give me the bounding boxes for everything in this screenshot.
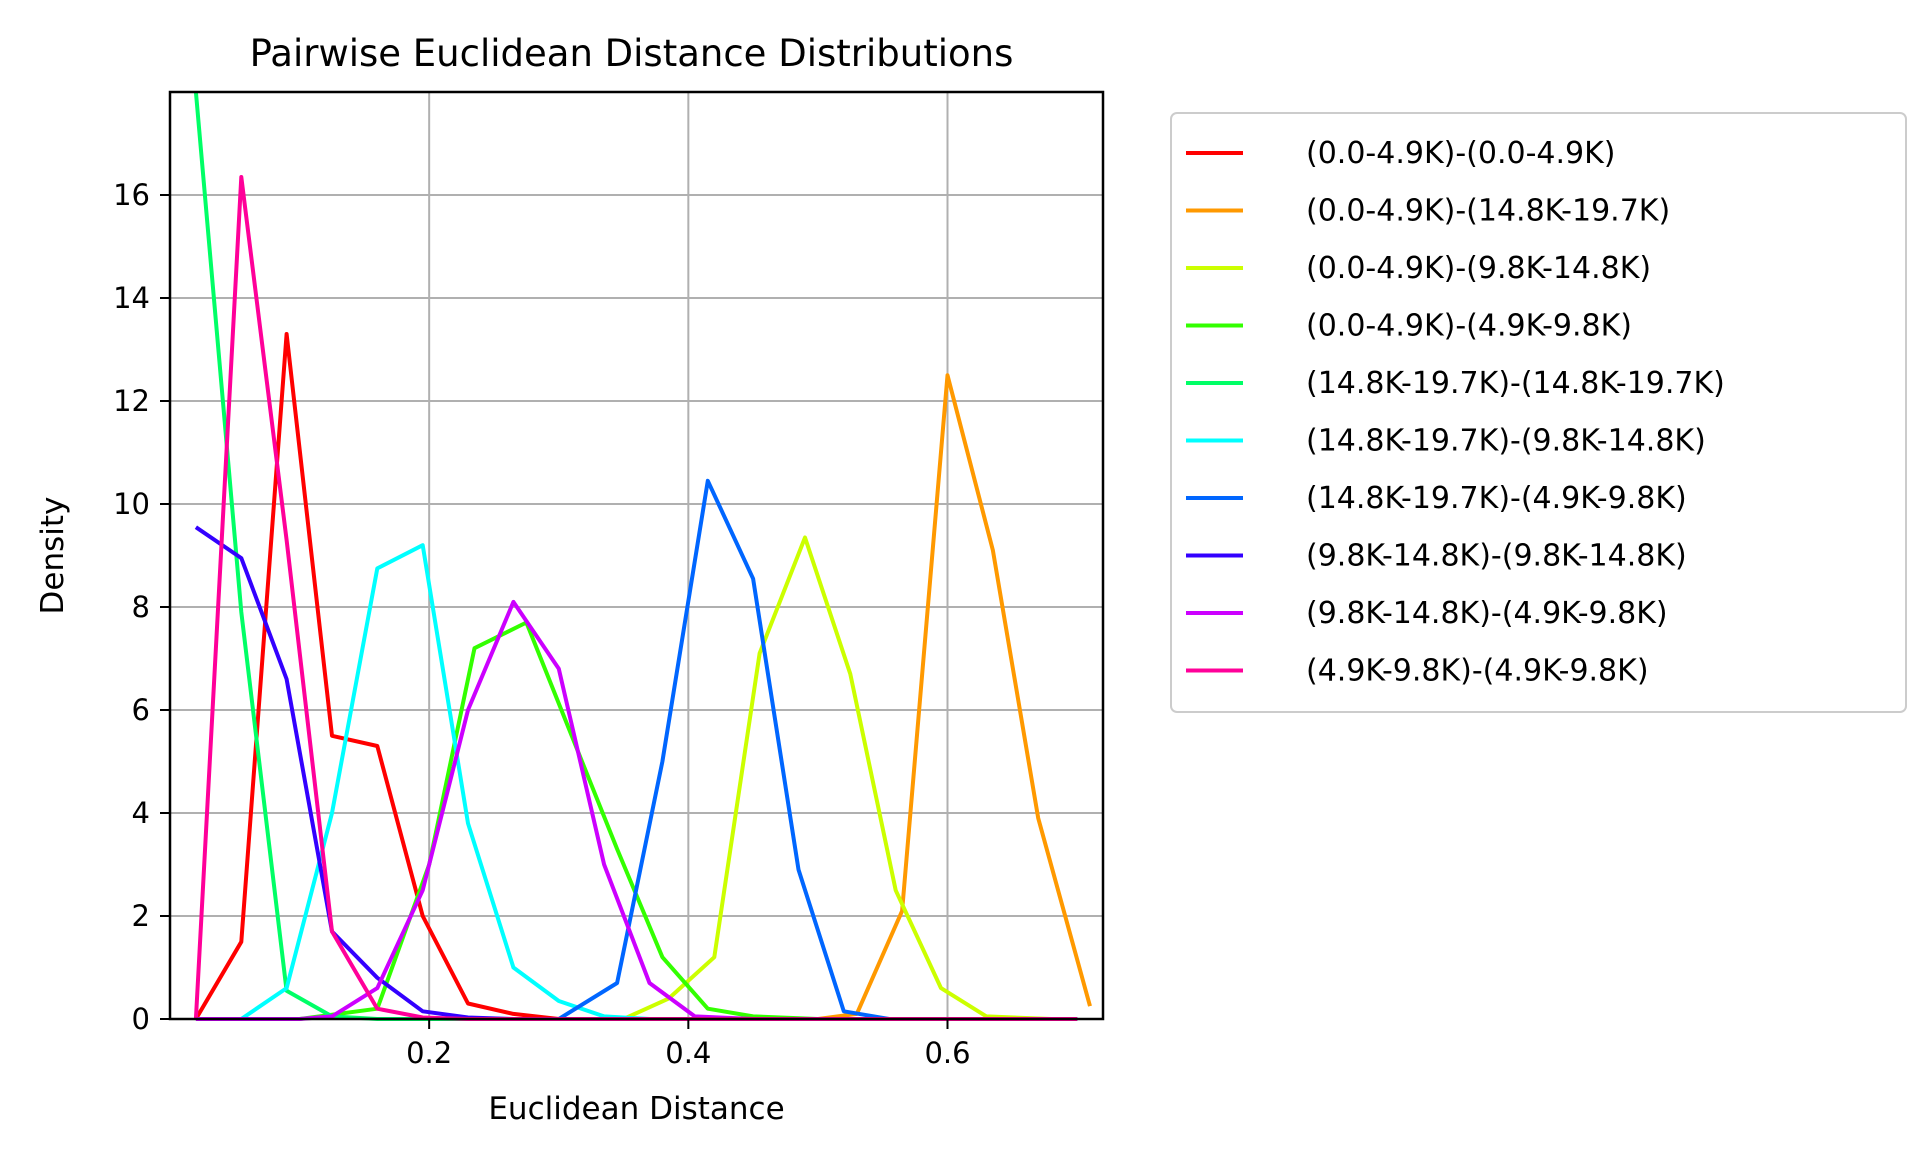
y-tick-label: 0 — [132, 1002, 150, 1036]
x-tick-label: 0.6 — [924, 1036, 970, 1070]
legend-label: (0.0-4.9K)-(14.8K-19.7K) — [1306, 194, 1670, 229]
legend-label: (9.8K-14.8K)-(4.9K-9.8K) — [1306, 596, 1668, 631]
legend: (0.0-4.9K)-(0.0-4.9K) (0.0-4.9K)-(14.8K-1… — [1170, 112, 1907, 713]
y-tick-label: 10 — [113, 487, 150, 521]
legend-label: (0.0-4.9K)-(9.8K-14.8K) — [1306, 251, 1651, 286]
legend-label: (0.0-4.9K)-(0.0-4.9K) — [1306, 136, 1615, 171]
legend-box — [1170, 112, 1907, 713]
legend-label: (9.8K-14.8K)-(9.8K-14.8K) — [1306, 539, 1687, 574]
plot-frame — [168, 90, 1105, 1021]
y-tick-label: 6 — [132, 693, 150, 727]
axis-ticks: 0.2 0.4 0.6 0 2 4 6 8 10 12 14 16 — [113, 178, 970, 1070]
legend-label: (4.9K-9.8K)-(4.9K-9.8K) — [1306, 654, 1649, 689]
x-tick-label: 0.4 — [665, 1036, 711, 1070]
y-tick-label: 12 — [113, 384, 150, 418]
grid — [170, 92, 1103, 1020]
legend-label: (14.8K-19.7K)-(4.9K-9.8K) — [1306, 481, 1687, 516]
y-tick-label: 8 — [132, 590, 150, 624]
y-tick-label: 16 — [113, 178, 150, 212]
x-tick-label: 0.2 — [406, 1036, 452, 1070]
y-axis-label: Density — [35, 497, 71, 615]
x-axis-label: Euclidean Distance — [488, 1091, 784, 1127]
y-tick-label: 14 — [113, 281, 150, 315]
y-tick-label: 4 — [132, 796, 150, 830]
legend-label: (14.8K-19.7K)-(9.8K-14.8K) — [1306, 424, 1706, 459]
legend-label: (0.0-4.9K)-(4.9K-9.8K) — [1306, 309, 1632, 344]
y-tick-label: 2 — [132, 899, 150, 933]
chart-title: Pairwise Euclidean Distance Distribution… — [250, 32, 1014, 75]
legend-label: (14.8K-19.7K)-(14.8K-19.7K) — [1306, 366, 1725, 401]
